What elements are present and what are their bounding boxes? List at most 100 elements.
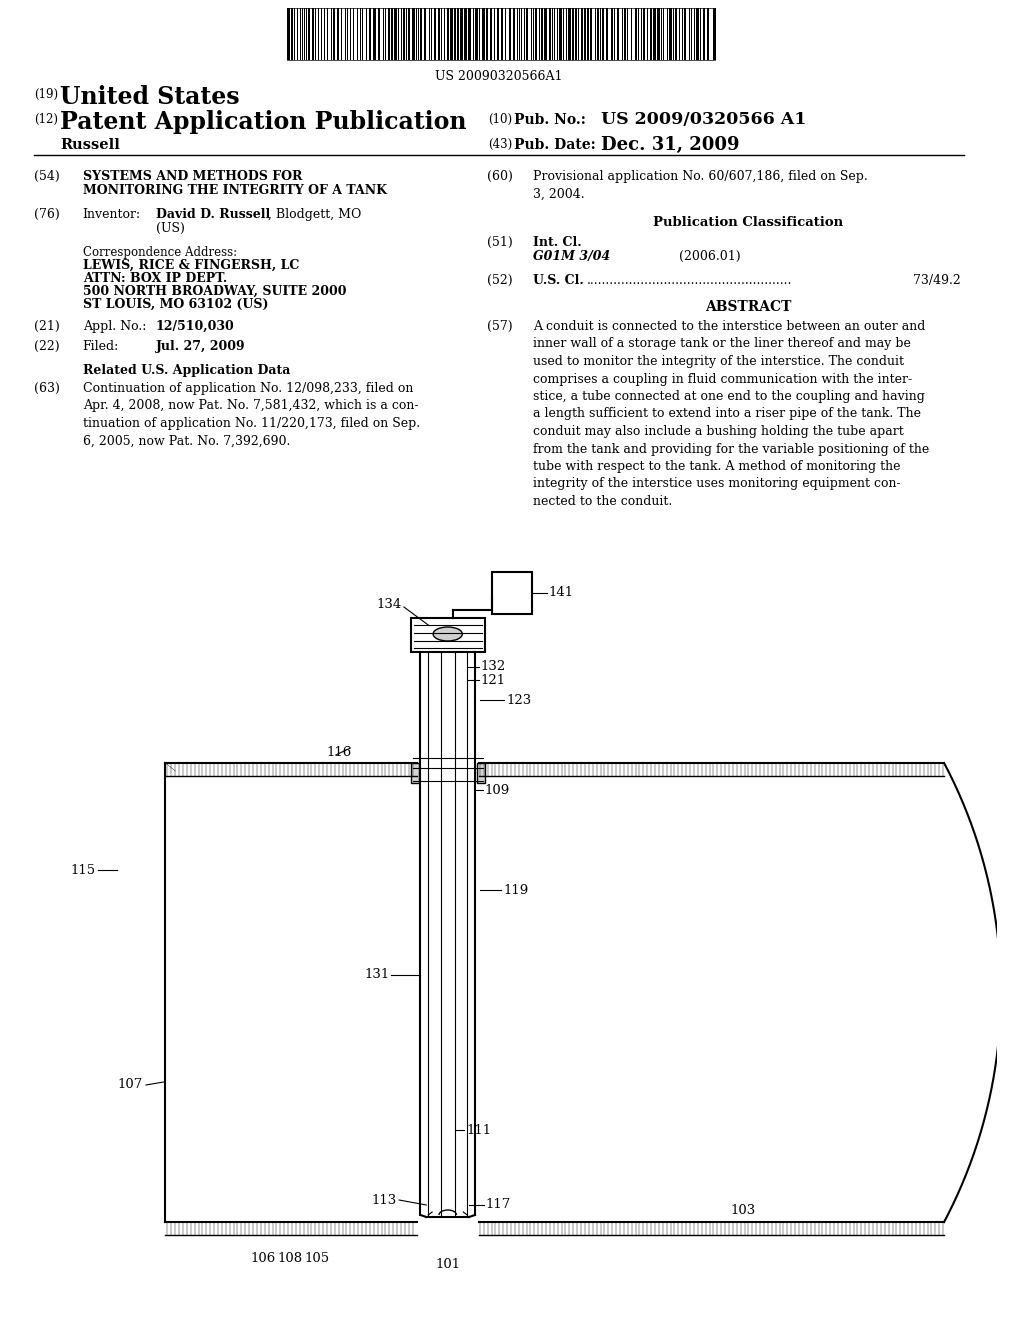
Bar (705, 8, 707, 59)
Bar (421, 8, 423, 59)
Bar (325, 8, 327, 59)
Bar (692, 8, 694, 59)
Bar (544, 8, 547, 59)
Text: 115: 115 (71, 863, 95, 876)
Bar (309, 8, 312, 59)
Bar (645, 8, 647, 59)
Bar (458, 8, 460, 59)
Text: 131: 131 (365, 969, 389, 982)
Bar (487, 8, 489, 59)
Ellipse shape (433, 627, 462, 642)
Text: Int. Cl.: Int. Cl. (534, 236, 582, 249)
Bar (386, 8, 388, 59)
Text: (63): (63) (34, 381, 60, 395)
Text: 12/510,030: 12/510,030 (156, 319, 234, 333)
Bar (509, 8, 511, 59)
Text: SYSTEMS AND METHODS FOR: SYSTEMS AND METHODS FOR (83, 170, 302, 183)
Text: G01M 3/04: G01M 3/04 (534, 249, 610, 263)
Bar (549, 8, 551, 59)
Text: 121: 121 (481, 673, 506, 686)
Bar (493, 8, 495, 59)
Bar (358, 8, 360, 59)
Bar (528, 8, 531, 59)
Text: (10): (10) (488, 114, 513, 125)
Bar (354, 8, 357, 59)
Bar (369, 8, 371, 59)
Bar (418, 8, 420, 59)
Text: Publication Classification: Publication Classification (653, 216, 844, 228)
Bar (643, 8, 645, 59)
Text: ATTN: BOX IP DEPT.: ATTN: BOX IP DEPT. (83, 272, 227, 285)
Bar (664, 8, 667, 59)
Text: (US): (US) (156, 222, 184, 235)
Bar (312, 8, 314, 59)
Bar (412, 8, 415, 59)
Bar (635, 8, 637, 59)
Bar (291, 8, 293, 59)
Text: Filed:: Filed: (83, 341, 119, 352)
Text: Continuation of application No. 12/098,233, filed on
Apr. 4, 2008, now Pat. No. : Continuation of application No. 12/098,2… (83, 381, 420, 447)
Bar (707, 8, 709, 59)
Bar (344, 8, 346, 59)
Bar (515, 8, 517, 59)
Bar (597, 8, 599, 59)
Bar (503, 8, 505, 59)
Text: 113: 113 (372, 1193, 397, 1206)
Bar (511, 8, 513, 59)
Text: , Blodgett, MO: , Blodgett, MO (267, 209, 361, 220)
Bar (599, 8, 601, 59)
Text: Pub. No.:: Pub. No.: (514, 114, 586, 127)
Bar (475, 8, 478, 59)
Bar (442, 8, 443, 59)
Text: (57): (57) (486, 319, 512, 333)
Bar (575, 8, 578, 59)
Bar (394, 8, 397, 59)
Bar (388, 8, 390, 59)
Bar (446, 8, 449, 59)
Bar (611, 8, 613, 59)
Bar (624, 8, 626, 59)
Text: LEWIS, RICE & FINGERSH, LC: LEWIS, RICE & FINGERSH, LC (83, 259, 299, 272)
Bar (298, 8, 300, 59)
Text: (22): (22) (34, 341, 59, 352)
Bar (337, 8, 339, 59)
Text: Correspondence Address:: Correspondence Address: (83, 246, 237, 259)
Bar (492, 572, 532, 614)
Bar (712, 8, 714, 59)
Bar (383, 8, 384, 59)
Text: 119: 119 (503, 883, 528, 896)
Bar (307, 8, 309, 59)
Bar (678, 8, 679, 59)
Bar (348, 8, 350, 59)
Bar (536, 8, 538, 59)
Bar (581, 8, 583, 59)
Bar (468, 8, 471, 59)
Text: 141: 141 (549, 586, 574, 599)
Bar (411, 763, 419, 783)
Text: US 2009/0320566 A1: US 2009/0320566 A1 (600, 111, 806, 128)
Bar (489, 8, 493, 59)
Bar (426, 8, 429, 59)
Bar (480, 8, 481, 59)
Text: 123: 123 (506, 693, 531, 706)
Bar (335, 8, 337, 59)
Bar (680, 8, 682, 59)
Text: 109: 109 (484, 784, 510, 796)
Bar (339, 8, 341, 59)
Text: 105: 105 (305, 1251, 330, 1265)
Bar (485, 8, 487, 59)
Bar (454, 8, 456, 59)
Text: (2006.01): (2006.01) (679, 249, 741, 263)
Bar (538, 8, 540, 59)
Text: (12): (12) (34, 114, 58, 125)
Bar (342, 8, 344, 59)
Text: (52): (52) (486, 275, 512, 286)
Bar (709, 8, 711, 59)
Bar (432, 8, 434, 59)
Bar (434, 8, 436, 59)
Bar (632, 8, 635, 59)
Text: ST LOUIS, MO 63102 (US): ST LOUIS, MO 63102 (US) (83, 298, 268, 312)
Text: (54): (54) (34, 170, 59, 183)
Text: ABSTRACT: ABSTRACT (706, 300, 792, 314)
Bar (424, 8, 426, 59)
